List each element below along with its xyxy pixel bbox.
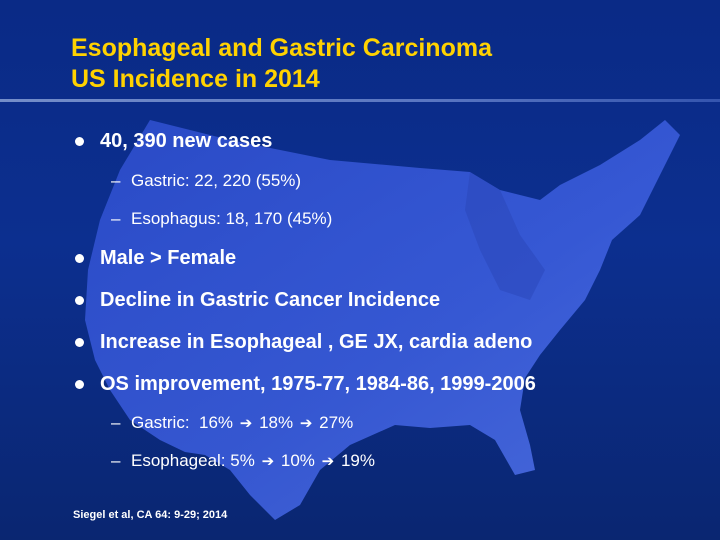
sub-bullet-esophageal-os: Esophageal: 5% ➔ 10% ➔ 19%: [131, 451, 375, 472]
sub-bullet-dash: –: [111, 171, 121, 190]
sub-bullet-gastric-cases: Gastric: 22, 220 (55%): [131, 171, 302, 190]
os-value: 10%: [280, 451, 315, 470]
bullet-new-cases: 40, 390 new cases: [100, 130, 273, 152]
bullet-os-improvement: OS improvement, 1975-77, 1984-86, 1999-2…: [100, 373, 536, 395]
bullet-decline-gastric: Decline in Gastric Cancer Incidence: [100, 289, 441, 311]
citation: Siegel et al, CA 64: 9-29; 2014: [73, 509, 228, 521]
slide-title: Esophageal and Gastric Carcinoma US Inci…: [71, 33, 492, 95]
os-value: 16%: [199, 413, 234, 432]
bullet-male-female: Male > Female: [100, 247, 237, 269]
os-value: 5%: [230, 451, 255, 470]
bullet-dot-icon: [75, 254, 84, 263]
bullet-dot-icon: [75, 296, 84, 305]
os-value: 18%: [259, 413, 294, 432]
os-label: Esophageal:: [131, 451, 226, 470]
sub-bullet-gastric-os: Gastric: 16% ➔ 18% ➔ 27%: [131, 413, 353, 434]
sub-bullet-dash: –: [111, 209, 121, 228]
title-line-1: Esophageal and Gastric Carcinoma: [71, 34, 492, 62]
bullet-dot-icon: [75, 380, 84, 389]
os-value: 19%: [340, 451, 375, 470]
title-divider: [0, 99, 720, 102]
bullet-increase-esophageal: Increase in Esophageal , GE JX, cardia a…: [100, 331, 533, 353]
os-label: Gastric:: [131, 413, 190, 432]
right-arrow-icon: ➔: [239, 415, 253, 432]
right-arrow-icon: ➔: [261, 453, 275, 470]
sub-bullet-esophagus-cases: Esophagus: 18, 170 (45%): [131, 209, 333, 228]
right-arrow-icon: ➔: [299, 415, 313, 432]
title-line-2: US Incidence in 2014: [71, 65, 320, 93]
sub-bullet-dash: –: [111, 451, 121, 470]
os-value: 27%: [319, 413, 354, 432]
right-arrow-icon: ➔: [321, 453, 335, 470]
bullet-dot-icon: [75, 338, 84, 347]
bullet-dot-icon: [75, 137, 84, 146]
sub-bullet-dash: –: [111, 413, 121, 432]
